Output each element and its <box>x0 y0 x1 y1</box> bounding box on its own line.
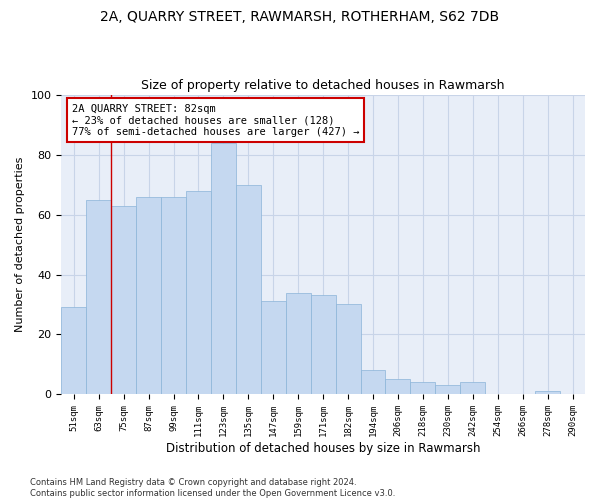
Bar <box>311 296 335 394</box>
Bar <box>410 382 436 394</box>
Bar <box>86 200 111 394</box>
Y-axis label: Number of detached properties: Number of detached properties <box>15 157 25 332</box>
Bar <box>436 386 460 394</box>
Bar <box>385 380 410 394</box>
Text: Contains HM Land Registry data © Crown copyright and database right 2024.
Contai: Contains HM Land Registry data © Crown c… <box>30 478 395 498</box>
Bar <box>186 190 211 394</box>
Bar <box>361 370 385 394</box>
Bar <box>535 392 560 394</box>
Bar <box>111 206 136 394</box>
Text: 2A, QUARRY STREET, RAWMARSH, ROTHERHAM, S62 7DB: 2A, QUARRY STREET, RAWMARSH, ROTHERHAM, … <box>100 10 500 24</box>
Bar <box>236 184 261 394</box>
Bar <box>335 304 361 394</box>
Bar <box>136 196 161 394</box>
Text: 2A QUARRY STREET: 82sqm
← 23% of detached houses are smaller (128)
77% of semi-d: 2A QUARRY STREET: 82sqm ← 23% of detache… <box>72 104 359 137</box>
X-axis label: Distribution of detached houses by size in Rawmarsh: Distribution of detached houses by size … <box>166 442 481 455</box>
Bar <box>161 196 186 394</box>
Title: Size of property relative to detached houses in Rawmarsh: Size of property relative to detached ho… <box>142 79 505 92</box>
Bar <box>61 308 86 394</box>
Bar <box>286 292 311 394</box>
Bar <box>460 382 485 394</box>
Bar <box>261 302 286 394</box>
Bar <box>211 142 236 394</box>
